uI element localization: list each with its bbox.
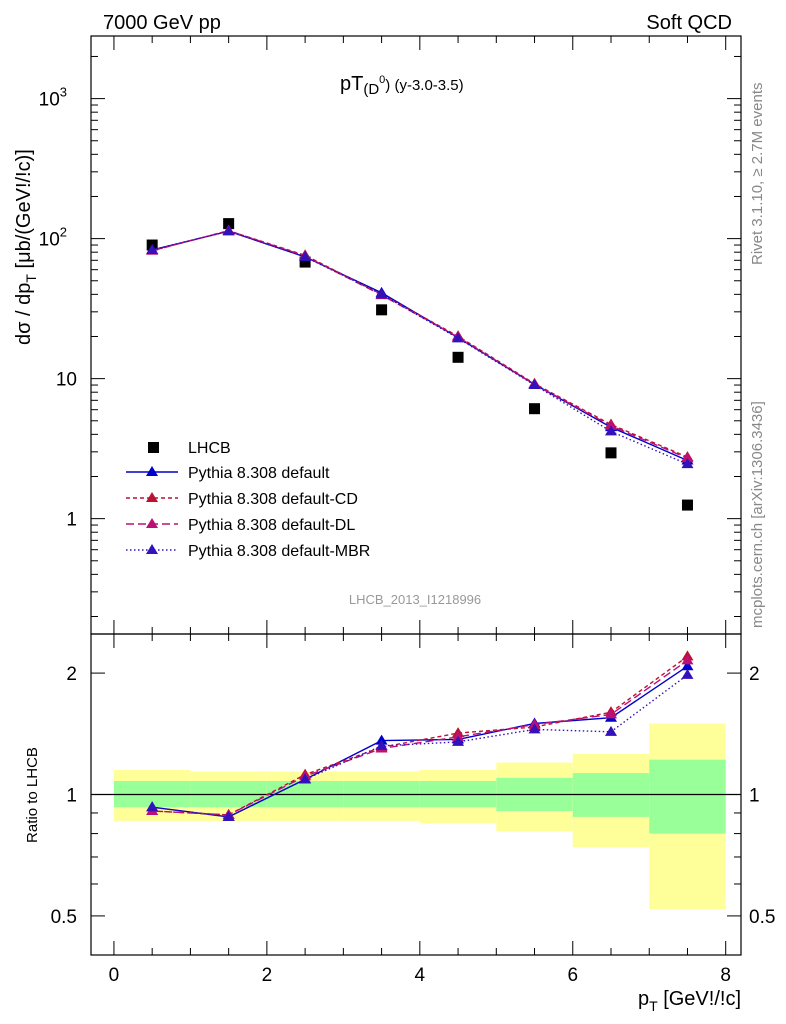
- legend-marker-default: [146, 466, 158, 476]
- ratio-y-tick-label-left: 1: [66, 786, 77, 807]
- legend-marker-default-dl: [146, 518, 158, 528]
- main-point-s3-7: [681, 452, 694, 463]
- rivet-version-label: Rivet 3.1.10, ≥ 2.7M events: [749, 83, 766, 266]
- legend-entry-lhcb: LHCB: [148, 440, 231, 457]
- legend-label-lhcb: LHCB: [188, 440, 231, 457]
- ratio-point-s3-1: [222, 810, 235, 821]
- ratio-series-line-1: [152, 655, 688, 816]
- x-tick-label: 0: [109, 965, 120, 986]
- ratio-point-s3-7: [681, 668, 694, 679]
- ratio-point-s2-7: [681, 654, 694, 665]
- main-point-s0-7: [681, 499, 693, 511]
- main-point-s4-4: [452, 332, 465, 343]
- ratio-point-s2-4: [452, 730, 465, 741]
- legend-entry-default-cd: Pythia 8.308 default-CD: [126, 491, 358, 508]
- ratio-point-s3-5: [528, 723, 541, 734]
- legend-entry-default-mbr: Pythia 8.308 default-MBR: [126, 543, 370, 560]
- ratio-y-tick-label-right: 0.5: [749, 907, 775, 928]
- main-point-s0-5: [529, 403, 541, 415]
- ratio-y-tick-label-left: 0.5: [51, 907, 77, 928]
- main-point-s4-7: [681, 458, 694, 469]
- legend-marker-default-mbr: [146, 544, 158, 554]
- main-point-s0-4: [452, 351, 464, 363]
- main-y-axis-label: dσ / dpT [μb/(GeV!/!c)]: [13, 149, 39, 345]
- legend-label-default-dl: Pythia 8.308 default-DL: [188, 517, 355, 534]
- main-point-s0-3: [376, 304, 388, 316]
- main-point-s4-1: [222, 225, 235, 236]
- plot-title: pT(D0) (y-3.0-3.5): [340, 73, 464, 98]
- main-point-s4-0: [146, 243, 159, 254]
- main-panel-marks: [146, 218, 694, 511]
- legend-marker-default-cd: [146, 492, 158, 502]
- x-axis-label: pT [GeV!/!c]: [638, 988, 741, 1014]
- x-tick-label: 6: [567, 965, 578, 986]
- x-tick-label: 2: [262, 965, 273, 986]
- ratio-point-s3-4: [452, 735, 465, 746]
- ratio-y-tick-label-left: 2: [66, 664, 77, 685]
- main-point-s4-2: [299, 250, 312, 261]
- main-point-s0-2: [299, 256, 311, 268]
- ratio-point-s3-0: [146, 801, 159, 812]
- main-point-s4-5: [528, 379, 541, 390]
- ratio-uncertainty-bands: [91, 723, 741, 910]
- ratio-point-s0-7: [681, 660, 694, 671]
- main-point-s4-6: [605, 425, 617, 436]
- legend-entry-default-dl: Pythia 8.308 default-DL: [126, 517, 355, 534]
- header-left: 7000 GeV pp: [103, 12, 221, 34]
- main-series-line-3: [152, 229, 688, 459]
- ratio-y-tick-label-right: 1: [749, 786, 760, 807]
- ratio-point-s3-3: [375, 739, 388, 750]
- main-series-line-2: [152, 229, 688, 458]
- main-y-tick-label: 1: [66, 510, 77, 531]
- main-point-s4-3: [375, 288, 388, 299]
- legend: LHCB Pythia 8.308 default Pythia 8.308 d…: [126, 440, 370, 560]
- legend-entry-default: Pythia 8.308 default: [126, 465, 330, 482]
- legend-marker-lhcb: [148, 442, 159, 453]
- legend-label-default: Pythia 8.308 default: [188, 465, 330, 482]
- main-point-s0-6: [605, 447, 617, 459]
- ratio-y-axis-label: Ratio to LHCB: [24, 747, 41, 843]
- ratio-series-line-3: [152, 674, 688, 818]
- ratio-y-tick-label-right: 2: [749, 664, 760, 685]
- ratio-panel-axes: 0.5 0.5 1 1 2 2 0 2 4 6 8: [51, 633, 775, 986]
- legend-label-default-cd: Pythia 8.308 default-CD: [188, 491, 358, 508]
- analysis-id-label: LHCB_2013_I1218996: [349, 592, 481, 607]
- legend-label-default-mbr: Pythia 8.308 default-MBR: [188, 543, 370, 560]
- ratio-inner-band-7: [649, 759, 726, 834]
- main-point-s0-1: [223, 218, 235, 230]
- main-y-tick-label: 102: [39, 225, 67, 251]
- main-point-s3-6: [605, 419, 617, 430]
- x-tick-label: 8: [720, 965, 731, 986]
- main-y-tick-label: 103: [39, 85, 67, 111]
- mcplots-label: mcplots.cern.ch [arXiv:1306.3436]: [749, 401, 766, 628]
- ratio-series-line-2: [152, 659, 688, 816]
- ratio-panel-marks: [146, 650, 694, 821]
- ratio-point-s3-6: [605, 725, 617, 736]
- ratio-point-s3-2: [299, 773, 312, 784]
- x-tick-label: 4: [415, 965, 426, 986]
- main-panel-axes: 1 10 102 103: [39, 35, 742, 635]
- ratio-point-s2-6: [605, 708, 617, 719]
- main-series-line-4: [152, 230, 688, 465]
- ratio-point-s0-3: [375, 734, 388, 745]
- header-right: Soft QCD: [646, 12, 732, 34]
- main-y-tick-label: 10: [56, 370, 77, 391]
